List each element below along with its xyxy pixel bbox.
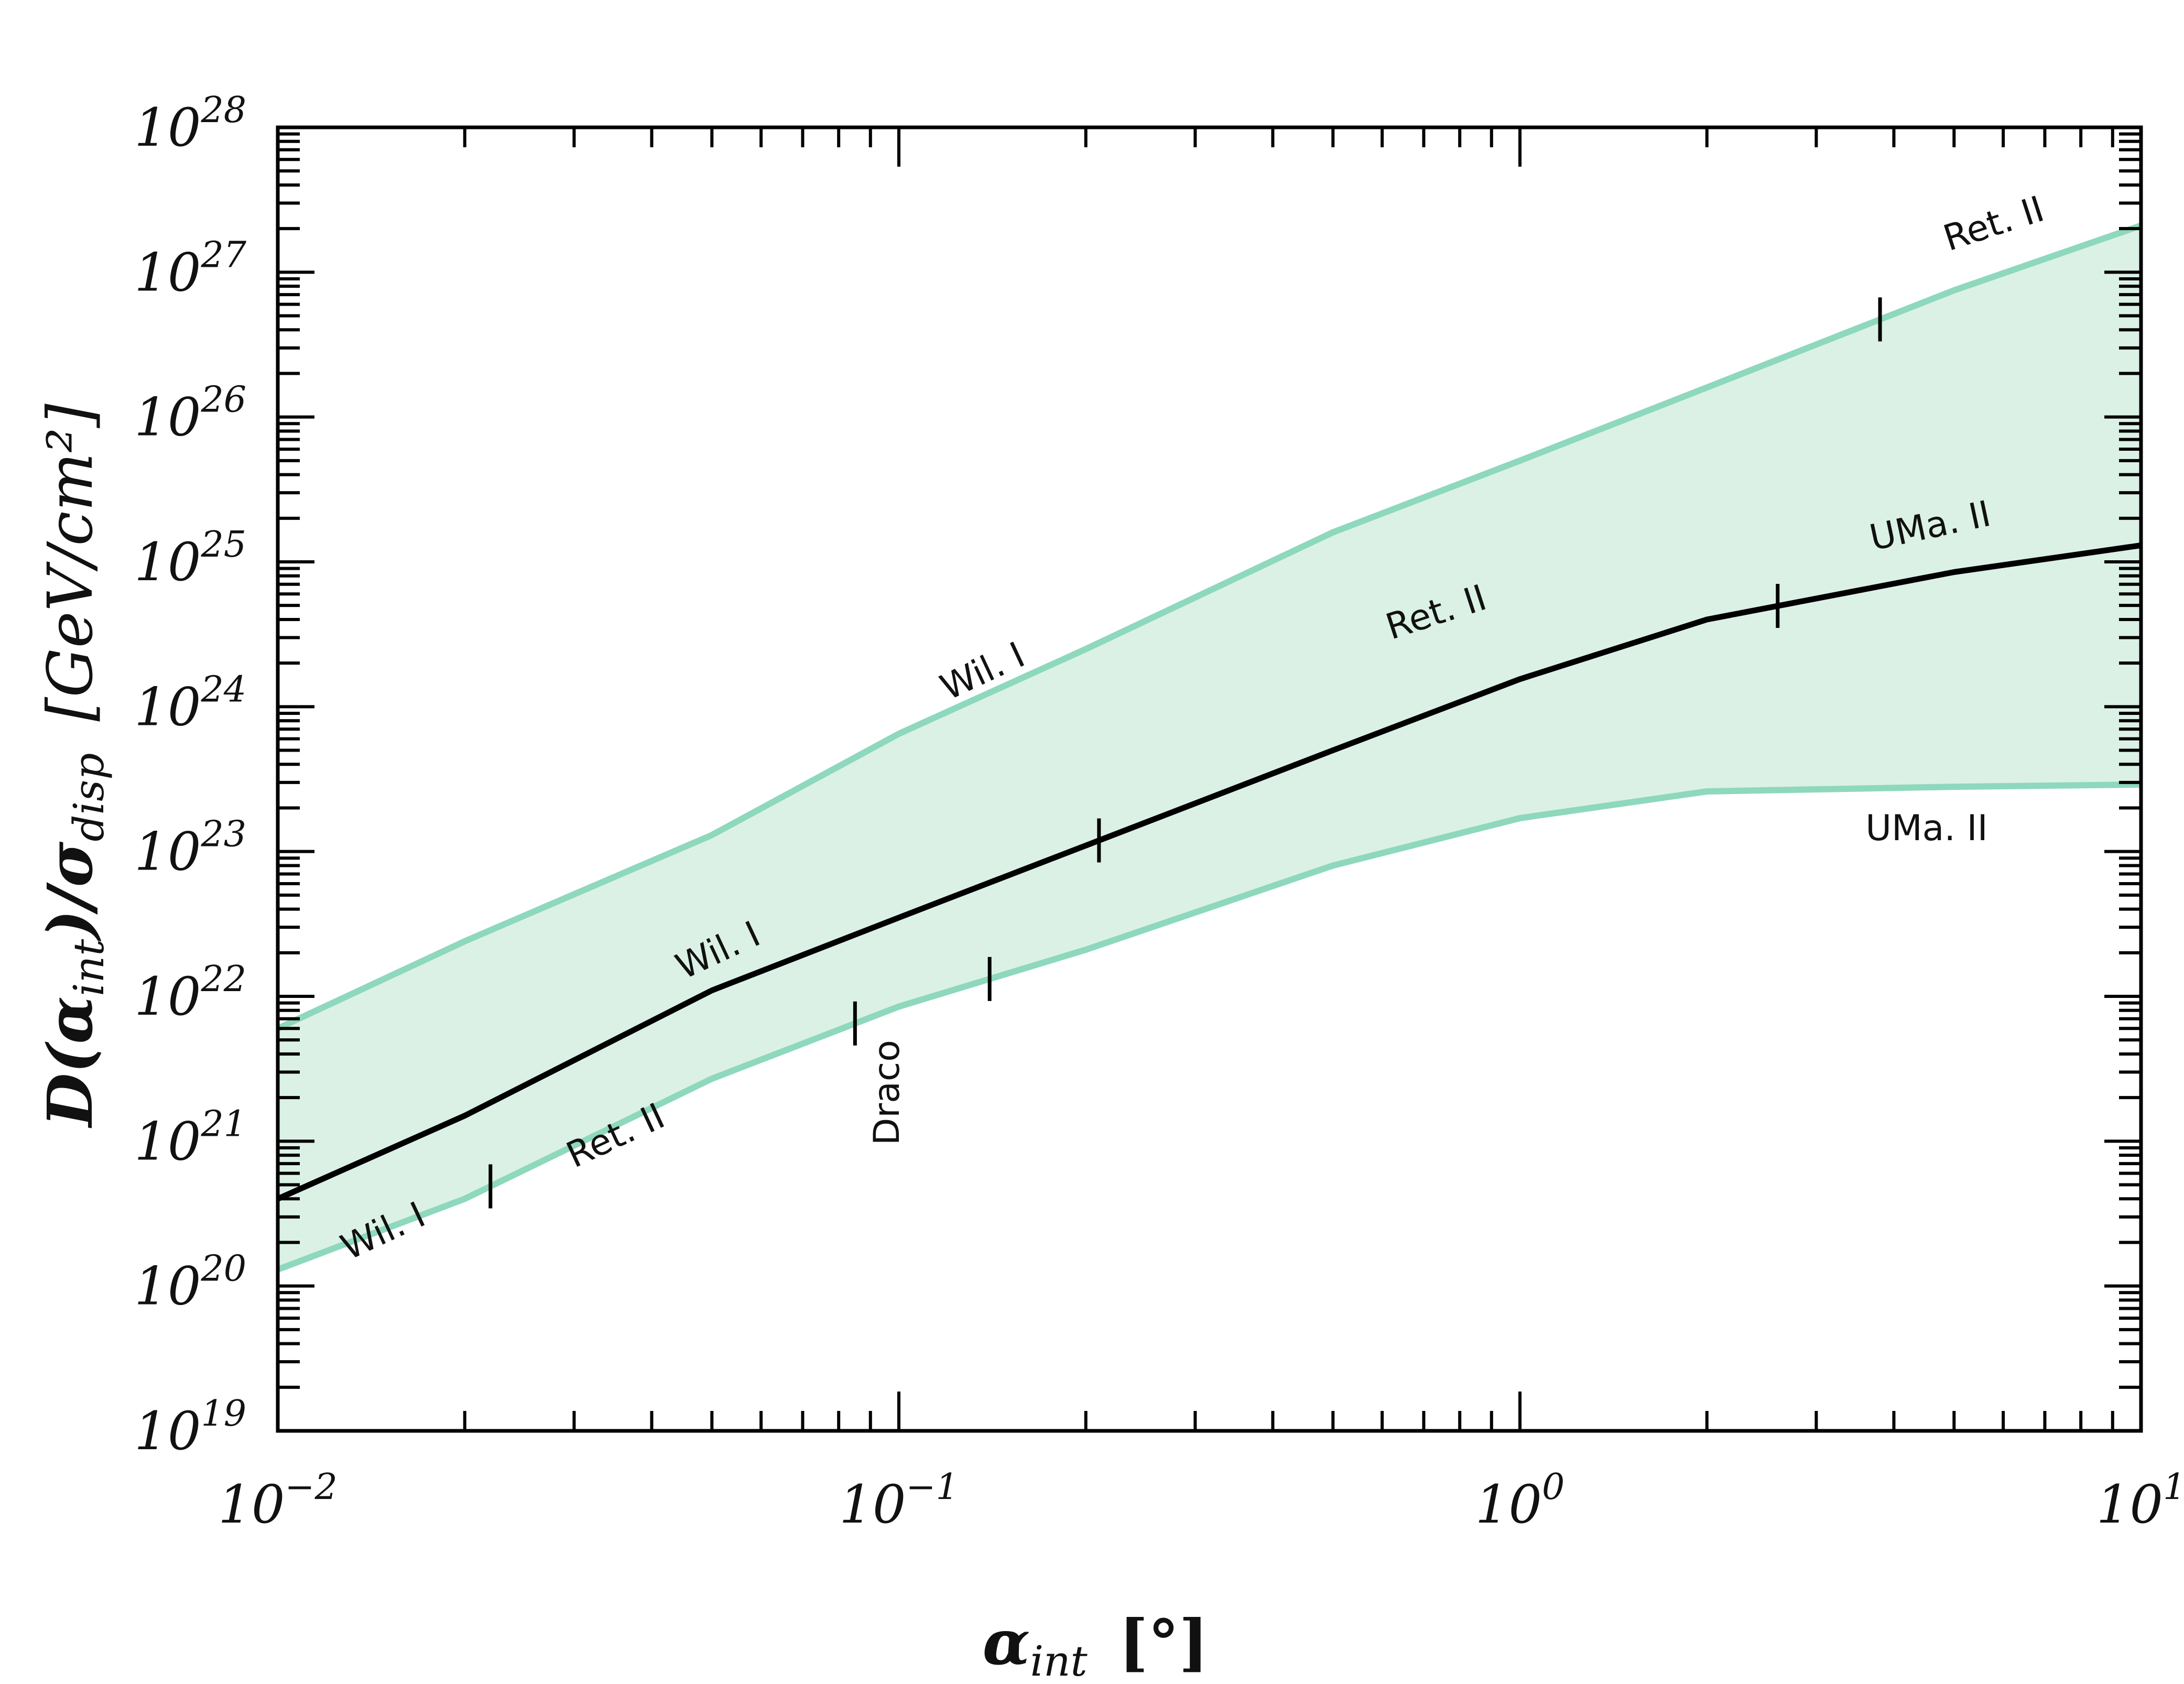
y-tick-label: 1020 <box>134 1248 246 1317</box>
y-axis-label-mid: )/σ <box>34 842 106 942</box>
y-axis-label-main: D(α <box>34 996 106 1128</box>
upper-line <box>276 222 2142 1031</box>
lower-line <box>276 781 2142 1273</box>
x-axis-label: αint [°] <box>983 1606 1209 1684</box>
x-tick-label: 100 <box>1475 1466 1565 1535</box>
x-tick-label: 10−2 <box>218 1466 338 1535</box>
markers-layer <box>488 297 1882 1209</box>
x-axis-label-sub: int <box>1030 1637 1088 1684</box>
y-tick-label: 1021 <box>134 1103 246 1172</box>
x-axis-label-unit: [°] <box>1119 1606 1209 1679</box>
y-tick-label: 1024 <box>134 669 246 737</box>
curve-annotation: Draco <box>866 1040 908 1145</box>
y-axis-label-unit: [GeV/cm²] <box>34 403 106 721</box>
lines-layer <box>276 222 2142 1273</box>
y-axis-label-sub: disp <box>64 753 113 842</box>
x-axis-label-main: α <box>983 1606 1030 1679</box>
axes-layer <box>276 125 2143 1433</box>
y-tick-label: 1027 <box>134 234 247 303</box>
curve-annotation: Ret. II <box>1939 188 2049 259</box>
y-tick-label: 1026 <box>134 379 246 448</box>
plot-frame <box>276 125 2143 1433</box>
curve-annotation: UMa. II <box>1865 808 1987 849</box>
x-tick-label: 101 <box>2096 1466 2184 1535</box>
y-axis-label: D(αint)/σdisp [GeV/cm²] <box>34 403 113 1128</box>
y-tick-label: 1023 <box>134 814 246 883</box>
y-tick-label: 1025 <box>134 524 246 593</box>
y-tick-label: 1022 <box>134 959 246 1027</box>
y-tick-label: 1028 <box>134 90 246 158</box>
tick-labels-layer: 10−2 10−1 100 101 1019 1020 1021 1022 1023 1024 10… <box>134 90 2184 1535</box>
y-tick-label: 1019 <box>134 1393 246 1462</box>
x-tick-label: 10−1 <box>839 1466 959 1535</box>
median-line <box>276 542 2142 1202</box>
band-area <box>278 225 2141 1270</box>
band-layer <box>278 225 2141 1270</box>
y-axis-label-main-sub: int <box>64 939 113 996</box>
